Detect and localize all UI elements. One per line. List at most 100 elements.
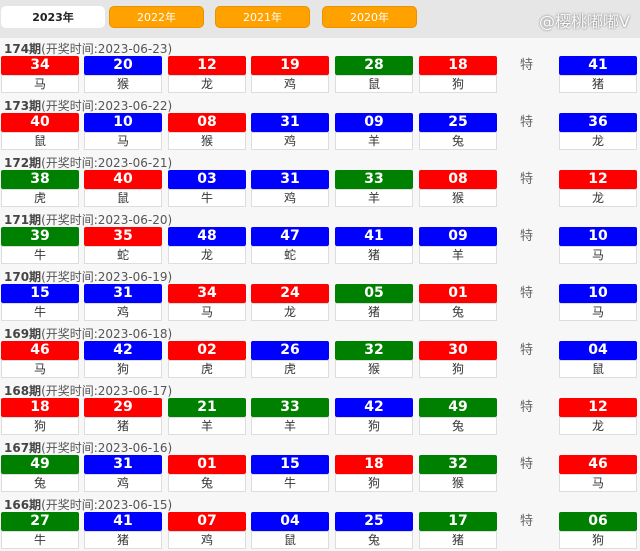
ball-number: 26: [251, 341, 329, 360]
tab-2020[interactable]: 2020年: [322, 6, 417, 28]
zodiac-label: 鸡: [251, 75, 329, 93]
ball: 21 羊: [168, 398, 246, 435]
zodiac-label: 牛: [1, 246, 79, 264]
zodiac-label: 虎: [251, 360, 329, 378]
ball: 12 龙: [559, 398, 637, 435]
zodiac-label: 马: [559, 474, 637, 492]
ball-number: 18: [335, 455, 413, 474]
draw-header: 166期(开奖时间:2023-06-15): [4, 496, 172, 513]
ball: 01 兔: [419, 284, 497, 321]
zodiac-label: 猪: [84, 417, 162, 435]
ball-number: 49: [419, 398, 497, 417]
ball: 49 兔: [419, 398, 497, 435]
zodiac-label: 猪: [335, 303, 413, 321]
ball-number: 32: [335, 341, 413, 360]
ball-number: 01: [168, 455, 246, 474]
ball-number: 40: [84, 170, 162, 189]
ball-number: 33: [251, 398, 329, 417]
ball-number: 20: [84, 56, 162, 75]
ball-number: 10: [559, 284, 637, 303]
zodiac-label: 兔: [419, 303, 497, 321]
tab-2023[interactable]: 2023年: [1, 6, 105, 28]
ball: 24 龙: [251, 284, 329, 321]
ball: 41 猪: [335, 227, 413, 264]
zodiac-label: 龙: [251, 303, 329, 321]
ball-number: 04: [559, 341, 637, 360]
ball: 47 蛇: [251, 227, 329, 264]
ball: 42 狗: [84, 341, 162, 378]
ball-number: 47: [251, 227, 329, 246]
issue-number: 169期: [4, 327, 42, 341]
ball: 40 鼠: [1, 113, 79, 150]
zodiac-label: 鸡: [84, 474, 162, 492]
draw-row: 173期(开奖时间:2023-06-22) 40 鼠 10 马 08 猴 31 鸡 09 羊 25 兔特…: [0, 95, 640, 152]
ball-number: 17: [419, 512, 497, 531]
zodiac-label: 马: [1, 75, 79, 93]
zodiac-label: 猴: [335, 360, 413, 378]
draw-date: (开奖时间:2023-06-22): [41, 99, 173, 113]
tab-2021[interactable]: 2021年: [215, 6, 310, 28]
ball-number: 31: [84, 455, 162, 474]
ball-number: 24: [251, 284, 329, 303]
zodiac-label: 羊: [168, 417, 246, 435]
zodiac-label: 马: [84, 132, 162, 150]
ball: 34 马: [1, 56, 79, 93]
special-label: 特: [520, 286, 534, 301]
ball-number: 08: [419, 170, 497, 189]
zodiac-label: 鼠: [84, 189, 162, 207]
ball-number: 25: [419, 113, 497, 132]
draw-header: 171期(开奖时间:2023-06-20): [4, 211, 172, 228]
ball: 33 羊: [251, 398, 329, 435]
zodiac-label: 兔: [168, 474, 246, 492]
ball: 34 马: [168, 284, 246, 321]
zodiac-label: 猴: [84, 75, 162, 93]
ball-number: 42: [335, 398, 413, 417]
ball: 18 狗: [419, 56, 497, 93]
draw-row: 170期(开奖时间:2023-06-19) 15 牛 31 鸡 34 马 24 龙 05 猪 01 兔特…: [0, 266, 640, 323]
ball-number: 35: [84, 227, 162, 246]
zodiac-label: 马: [559, 246, 637, 264]
ball: 15 牛: [251, 455, 329, 492]
ball: 12 龙: [168, 56, 246, 93]
ball-number: 39: [1, 227, 79, 246]
tab-2022[interactable]: 2022年: [109, 6, 204, 28]
ball-number: 46: [1, 341, 79, 360]
zodiac-label: 兔: [1, 474, 79, 492]
ball-number: 41: [84, 512, 162, 531]
special-label: 特: [520, 58, 534, 73]
ball: 36 龙: [559, 113, 637, 150]
ball-number: 10: [559, 227, 637, 246]
ball: 38 虎: [1, 170, 79, 207]
ball: 01 兔: [168, 455, 246, 492]
zodiac-label: 兔: [419, 132, 497, 150]
zodiac-label: 蛇: [251, 246, 329, 264]
zodiac-label: 兔: [419, 417, 497, 435]
issue-number: 166期: [4, 498, 42, 512]
special-label: 特: [520, 115, 534, 130]
ball-number: 48: [168, 227, 246, 246]
ball-number: 38: [1, 170, 79, 189]
ball: 27 牛: [1, 512, 79, 549]
ball: 35 蛇: [84, 227, 162, 264]
zodiac-label: 狗: [419, 360, 497, 378]
zodiac-label: 虎: [1, 189, 79, 207]
ball: 40 鼠: [84, 170, 162, 207]
ball-number: 15: [1, 284, 79, 303]
ball-number: 36: [559, 113, 637, 132]
zodiac-label: 猪: [84, 531, 162, 549]
ball-number: 01: [419, 284, 497, 303]
ball: 08 猴: [168, 113, 246, 150]
ball: 03 牛: [168, 170, 246, 207]
ball-number: 33: [335, 170, 413, 189]
zodiac-label: 马: [559, 303, 637, 321]
ball-number: 19: [251, 56, 329, 75]
zodiac-label: 龙: [559, 417, 637, 435]
ball-number: 31: [84, 284, 162, 303]
ball-number: 09: [335, 113, 413, 132]
zodiac-label: 狗: [559, 531, 637, 549]
ball: 08 猴: [419, 170, 497, 207]
ball: 09 羊: [419, 227, 497, 264]
ball-number: 12: [168, 56, 246, 75]
ball: 10 马: [559, 284, 637, 321]
ball-number: 02: [168, 341, 246, 360]
